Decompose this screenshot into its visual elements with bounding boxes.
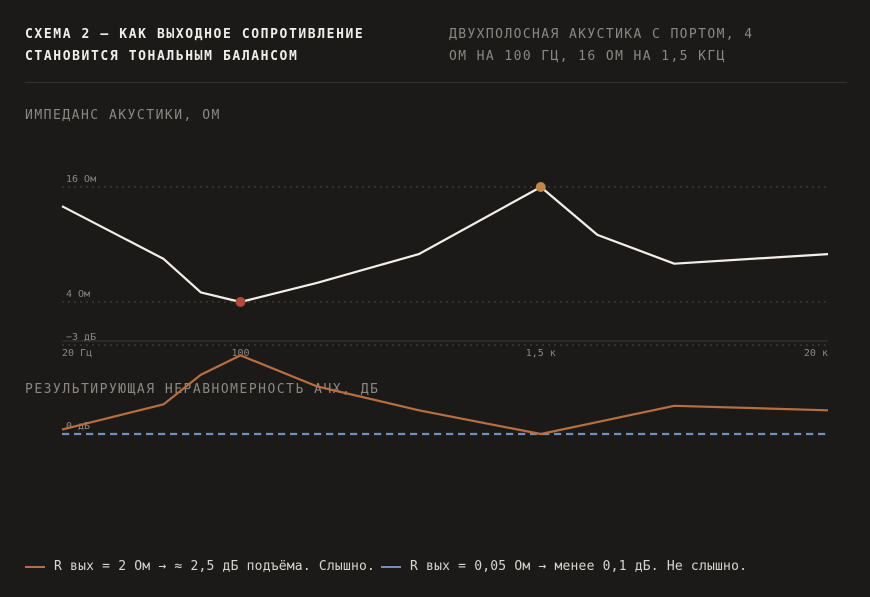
chart-title: СХЕМА 2 — КАК ВЫХОДНОЕ СОПРОТИВЛЕНИЕ СТА… bbox=[25, 24, 425, 68]
x-tick-label: 100 bbox=[231, 348, 249, 359]
x-tick-label: 1,5 к bbox=[526, 348, 556, 359]
legend-item-low-output-impedance: R вых = 0,05 Ом → менее 0,1 дБ. Не слышн… bbox=[381, 559, 747, 574]
x-tick-label: 20 к bbox=[804, 348, 828, 359]
subtitle-line-2: ОМ НА 100 ГЦ, 16 ОМ НА 1,5 КГЦ bbox=[449, 49, 726, 64]
header-divider bbox=[25, 82, 847, 83]
impedance-line bbox=[61, 185, 829, 304]
legend-swatch-orange bbox=[25, 565, 45, 568]
response-line-high-impedance bbox=[61, 354, 829, 436]
impedance-max-marker bbox=[535, 182, 546, 192]
impedance-chart-title: ИМПЕДАНС АКУСТИКИ, ОМ bbox=[25, 108, 221, 123]
response-y-tick-label: −3 дБ bbox=[66, 332, 96, 343]
impedance-y-tick-label: 4 Ом bbox=[66, 289, 90, 300]
subtitle-line-1: ДВУХПОЛОСНАЯ АКУСТИКА С ПОРТОМ, 4 bbox=[449, 27, 754, 42]
chart-subtitle: ДВУХПОЛОСНАЯ АКУСТИКА С ПОРТОМ, 4 ОМ НА … bbox=[449, 24, 829, 68]
legend-swatch-blue bbox=[381, 565, 401, 568]
title-line-1: СХЕМА 2 — КАК ВЫХОДНОЕ СОПРОТИВЛЕНИЕ bbox=[25, 27, 365, 42]
x-tick-label: 20 Гц bbox=[62, 348, 92, 359]
impedance-min-marker bbox=[235, 297, 246, 307]
legend-item-high-output-impedance: R вых = 2 Ом → ≈ 2,5 дБ подъёма. Слышно. bbox=[25, 559, 375, 574]
title-line-2: СТАНОВИТСЯ ТОНАЛЬНЫМ БАЛАНСОМ bbox=[25, 49, 299, 64]
legend-label-high-output-impedance: R вых = 2 Ом → ≈ 2,5 дБ подъёма. Слышно. bbox=[54, 559, 376, 574]
response-chart-title: РЕЗУЛЬТИРУЮЩАЯ НЕРАВНОМЕРНОСТЬ АЧХ, ДБ bbox=[25, 382, 380, 397]
impedance-y-tick-label: 16 Ом bbox=[66, 174, 96, 185]
legend-label-low-output-impedance: R вых = 0,05 Ом → менее 0,1 дБ. Не слышн… bbox=[410, 559, 748, 574]
